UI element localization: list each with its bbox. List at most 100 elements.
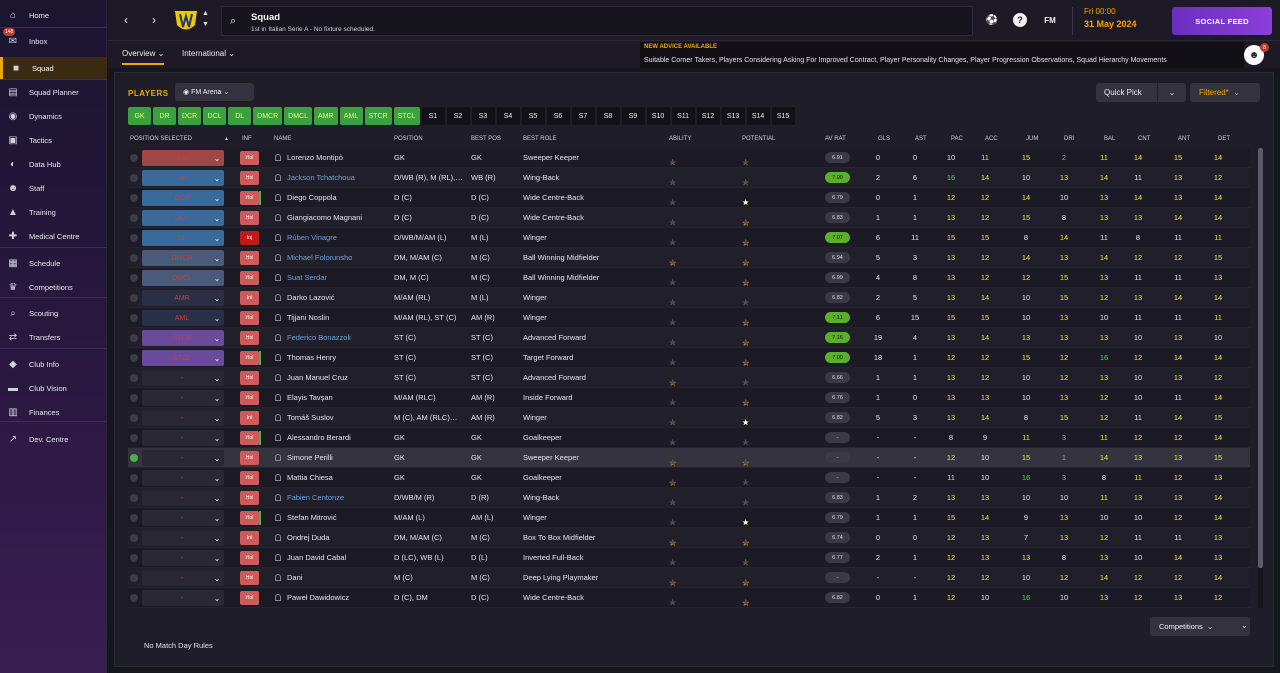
player-name[interactable]: Lorenzo Montipò [287,153,343,162]
column-header[interactable]: AST [915,136,927,142]
status-badge[interactable]: Hol [240,251,259,265]
table-row[interactable]: DCR ⌄ Hol Diego Coppola D (C) D (C) Wide Centr… [128,188,1250,208]
slot-chip[interactable]: S1 [421,107,445,125]
position-selector[interactable]: DMCR ⌄ [142,250,224,266]
position-selector[interactable]: - ⌄ [142,590,224,606]
status-badge[interactable]: Hol [240,571,259,585]
player-name[interactable]: Michael Folorunsho [287,253,353,262]
select-tick-icon[interactable] [130,354,138,362]
slot-chip[interactable]: S11 [671,107,695,125]
slot-chip[interactable]: S9 [621,107,645,125]
ball-icon[interactable]: ⚽ [985,14,999,26]
position-selector[interactable]: DCL ⌄ [142,210,224,226]
position-selector[interactable]: STCL ⌄ [142,350,224,366]
status-badge[interactable]: Hol [240,371,259,385]
column-header[interactable]: PAC [951,136,963,142]
column-header[interactable]: BEST POS [471,136,501,142]
status-badge[interactable]: Hol [240,191,259,205]
position-chip[interactable]: STCR [364,107,392,125]
table-row[interactable]: AMR ⌄ Int Darko Lazović M/AM (RL) M (L) Winger… [128,288,1250,308]
sidebar-item-transfers[interactable]: ⇄ Transfers [0,326,107,348]
status-badge[interactable]: Hol [240,171,259,185]
status-badge[interactable]: Hol [240,551,259,565]
table-row[interactable]: - ⌄ Hol Mattia Chiesa GK GK Goalkeeper ★ ⯪ ★ ★ ★ ★ ★ ★… [128,468,1250,488]
select-tick-icon[interactable] [130,594,138,602]
status-badge[interactable]: Hol [240,511,259,525]
slot-chip[interactable]: S4 [496,107,520,125]
sidebar-item-club-info[interactable]: ◆ Club Info [0,353,107,375]
select-tick-icon[interactable] [130,154,138,162]
table-row[interactable]: - ⌄ Hol Simone Perilli GK GK Sweeper Keeper ★ ★ ⯪… [128,448,1250,468]
position-selector[interactable]: - ⌄ [142,570,224,586]
position-selector[interactable]: - ⌄ [142,550,224,566]
column-header[interactable]: ABILITY [669,136,692,142]
sidebar-item-squad[interactable]: ■ Squad [0,57,107,79]
status-badge[interactable]: Hol [240,431,259,445]
player-name[interactable]: Thomas Henry [287,353,337,362]
select-tick-icon[interactable] [130,534,138,542]
position-chip[interactable]: DR [153,107,176,125]
chevron-down-icon[interactable]: ▼ [202,21,209,28]
table-row[interactable]: - ⌄ Hol Juan David Cabal D (LC), WB (L) D (L)… [128,548,1250,568]
table-row[interactable]: DMCR ⌄ Hol Michael Folorunsho DM, M/AM (C) M … [128,248,1250,268]
sidebar-item-squad-planner[interactable]: ▤ Squad Planner [0,81,107,103]
position-selector[interactable]: - ⌄ [142,390,224,406]
column-header[interactable]: POTENTIAL [742,136,776,142]
slot-chip[interactable]: S6 [546,107,570,125]
select-tick-icon[interactable] [130,434,138,442]
tab-international[interactable]: International ⌄ [182,49,235,58]
slot-chip[interactable]: S15 [771,107,795,125]
player-name[interactable]: Juan David Cabal [287,553,347,562]
player-name[interactable]: Tomáš Suslov [287,413,334,422]
slot-chip[interactable]: S13 [721,107,745,125]
position-selector[interactable]: STCR ⌄ [142,330,224,346]
sidebar-item-club-vision[interactable]: ▬ Club Vision [0,377,107,399]
status-badge[interactable]: Hol [240,211,259,225]
column-header[interactable]: JUM [1026,136,1039,142]
player-name[interactable]: Stefan Mitrović [287,513,337,522]
position-chip[interactable]: STCL [393,107,420,125]
select-tick-icon[interactable] [130,474,138,482]
sidebar-item-schedule[interactable]: ▦ Schedule [0,252,107,274]
select-tick-icon[interactable] [130,394,138,402]
status-badge[interactable]: Inj [240,231,259,245]
column-header[interactable]: ANT [1178,136,1190,142]
sidebar-item-dev-centre[interactable]: ↗ Dev. Centre [0,428,107,450]
chevron-up-icon[interactable]: ▲ [202,10,209,17]
select-tick-icon[interactable] [130,454,138,462]
position-chip[interactable]: DL [228,107,252,125]
sidebar-item-tactics[interactable]: ▣ Tactics [0,129,107,151]
chevron-down-icon[interactable]: ⌄ [1241,621,1248,630]
position-selector[interactable]: - ⌄ [142,470,224,486]
status-badge[interactable]: Hol [240,351,259,365]
view-dropdown[interactable]: ◉ FM Arena ⌄ [175,83,254,101]
column-header[interactable]: CNT [1138,136,1151,142]
player-name[interactable]: Rúben Vinagre [287,233,337,242]
table-row[interactable]: STCR ⌄ Hol Federico Bonazzoli ST (C) ST (C) Ad… [128,328,1250,348]
sort-icon[interactable]: ▲ [224,136,229,142]
slot-chip[interactable]: S12 [696,107,720,125]
scrollbar[interactable] [1258,148,1263,608]
sidebar-item-inbox[interactable]: ✉ Inbox 148 [0,28,107,52]
sidebar-item-staff[interactable]: ☻ Staff [0,177,107,199]
table-row[interactable]: DMCL ⌄ Hol Suat Serdar DM, M (C) M (C) Ball Wi… [128,268,1250,288]
select-tick-icon[interactable] [130,314,138,322]
social-feed-button[interactable]: SOCIAL FEED [1172,7,1272,35]
table-row[interactable]: - ⌄ Hol Paweł Dawidowicz D (C), DM D (C) Wide … [128,588,1250,608]
position-chip[interactable]: DMCL [284,107,313,125]
slot-chip[interactable]: S10 [646,107,670,125]
player-name[interactable]: Jackson Tchatchoua [287,173,355,182]
position-selector[interactable]: - ⌄ [142,450,224,466]
player-name[interactable]: Paweł Dawidowicz [287,593,350,602]
table-row[interactable]: - ⌄ Hol Dani M (C) M (C) Deep Lying Playmaker ★… [128,568,1250,588]
select-tick-icon[interactable] [130,254,138,262]
manager-avatar-icon[interactable]: ☻ [1244,45,1264,65]
table-row[interactable]: DR ⌄ Hol Jackson Tchatchoua D/WB (R), M (RL)… [128,168,1250,188]
select-tick-icon[interactable] [130,574,138,582]
help-icon[interactable]: ? [1013,13,1027,27]
position-selector[interactable]: - ⌄ [142,430,224,446]
column-header[interactable]: INF [242,136,252,142]
select-tick-icon[interactable] [130,334,138,342]
position-selector[interactable]: - ⌄ [142,510,224,526]
select-tick-icon[interactable] [130,294,138,302]
